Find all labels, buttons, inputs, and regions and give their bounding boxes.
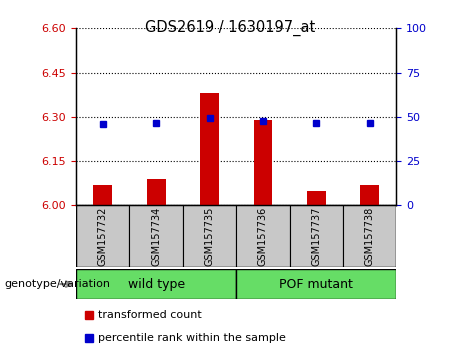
Bar [361, 185, 379, 205]
Text: genotype/variation: genotype/variation [5, 279, 111, 289]
Text: GSM157736: GSM157736 [258, 207, 268, 266]
Text: percentile rank within the sample: percentile rank within the sample [99, 333, 286, 343]
Text: POF mutant: POF mutant [279, 278, 353, 291]
Bar [343, 205, 396, 267]
Bar [236, 269, 396, 299]
Text: wild type: wild type [128, 278, 185, 291]
Bar [76, 269, 236, 299]
Bar [236, 205, 290, 267]
Bar [147, 179, 165, 205]
Bar [200, 93, 219, 205]
Bar [254, 120, 272, 205]
Text: GSM157735: GSM157735 [205, 207, 214, 266]
Bar [290, 205, 343, 267]
Bar [94, 185, 112, 205]
Text: GSM157732: GSM157732 [98, 207, 108, 266]
Text: GSM157737: GSM157737 [311, 207, 321, 266]
Bar [183, 205, 236, 267]
Text: GSM157734: GSM157734 [151, 207, 161, 266]
Text: transformed count: transformed count [99, 310, 202, 320]
Text: GSM157738: GSM157738 [365, 207, 375, 266]
Text: GDS2619 / 1630197_at: GDS2619 / 1630197_at [145, 19, 316, 36]
Bar [130, 205, 183, 267]
Bar [307, 190, 326, 205]
Bar [76, 205, 130, 267]
